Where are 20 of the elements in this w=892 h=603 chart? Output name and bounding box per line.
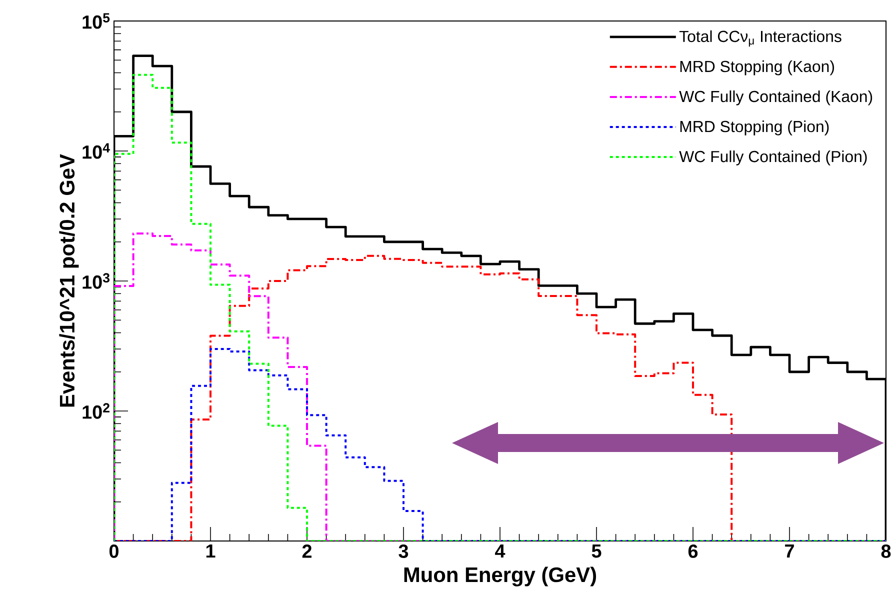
x-tick-label: 0 — [109, 544, 118, 558]
legend-label: MRD Stopping (Pion) — [680, 120, 829, 136]
x-tick-label: 6 — [688, 544, 698, 558]
y-axis-title: Events/10^21 pot/0.2 GeV — [59, 154, 79, 407]
y-tick-label: 10$^{2}$ — [82, 403, 110, 419]
y-tick-label: 10$^{4}$ — [82, 143, 110, 159]
x-tick-label: 1 — [206, 544, 216, 558]
x-tick-label: 3 — [398, 544, 408, 558]
x-tick-label: 8 — [881, 544, 891, 558]
x-tick-label: 7 — [785, 544, 794, 558]
y-tick-label: 10$^{5}$ — [82, 13, 110, 29]
legend-label: Total CCν$_{μ}$ Interactions — [679, 30, 842, 47]
x-axis-title: Muon Energy (GeV) — [404, 566, 596, 586]
x-tick-label: 5 — [592, 544, 602, 558]
legend-label: WC Fully Contained (Kaon) — [679, 90, 872, 106]
legend-label: WC Fully Contained (Pion) — [679, 150, 867, 166]
x-tick-label: 4 — [495, 544, 506, 558]
x-tick-label: 2 — [302, 544, 312, 558]
legend-label: MRD Stopping (Kaon) — [680, 60, 834, 76]
y-tick-label: 10$^{3}$ — [82, 273, 110, 289]
